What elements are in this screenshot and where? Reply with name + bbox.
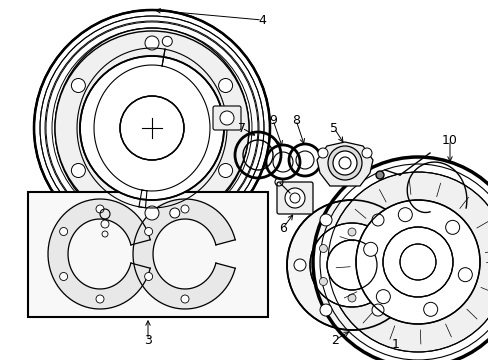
Ellipse shape <box>55 28 248 228</box>
Circle shape <box>319 278 327 285</box>
Circle shape <box>319 214 331 226</box>
Circle shape <box>181 205 189 213</box>
Circle shape <box>371 304 383 316</box>
Circle shape <box>457 268 471 282</box>
Circle shape <box>293 259 305 271</box>
Text: 4: 4 <box>258 14 265 27</box>
Circle shape <box>332 151 356 175</box>
Circle shape <box>218 163 232 177</box>
Circle shape <box>145 36 159 50</box>
Circle shape <box>397 259 409 271</box>
Circle shape <box>120 96 183 160</box>
Circle shape <box>96 295 104 303</box>
Circle shape <box>309 223 393 307</box>
Text: 2: 2 <box>330 333 338 346</box>
Circle shape <box>144 228 152 235</box>
Circle shape <box>71 78 85 93</box>
Text: 1: 1 <box>391 338 399 351</box>
Text: 8: 8 <box>291 113 299 126</box>
Circle shape <box>218 78 232 93</box>
Circle shape <box>445 220 459 234</box>
Polygon shape <box>316 142 372 186</box>
Circle shape <box>326 240 376 290</box>
Text: 7: 7 <box>238 122 245 135</box>
Text: 5: 5 <box>329 122 337 135</box>
Circle shape <box>319 244 327 252</box>
Circle shape <box>181 295 189 303</box>
Bar <box>28 192 267 317</box>
Circle shape <box>144 273 152 280</box>
Text: 3: 3 <box>144 333 152 346</box>
Circle shape <box>317 148 327 158</box>
Circle shape <box>145 206 159 220</box>
Circle shape <box>399 244 435 280</box>
Circle shape <box>319 304 331 316</box>
Circle shape <box>423 302 437 316</box>
Circle shape <box>312 157 488 360</box>
Circle shape <box>347 228 355 236</box>
Circle shape <box>60 228 67 235</box>
Polygon shape <box>133 199 235 309</box>
Circle shape <box>347 294 355 302</box>
Polygon shape <box>48 199 150 309</box>
Circle shape <box>80 56 224 200</box>
Circle shape <box>371 214 383 226</box>
Text: 9: 9 <box>268 113 276 126</box>
Circle shape <box>327 146 361 180</box>
Circle shape <box>361 148 371 158</box>
FancyBboxPatch shape <box>213 106 241 130</box>
Circle shape <box>169 208 180 218</box>
Circle shape <box>363 242 377 256</box>
Circle shape <box>60 273 67 280</box>
Circle shape <box>376 244 384 252</box>
Circle shape <box>55 31 248 225</box>
Circle shape <box>71 163 85 177</box>
Circle shape <box>286 200 416 330</box>
Circle shape <box>376 278 384 285</box>
Circle shape <box>355 200 479 324</box>
Circle shape <box>220 111 234 125</box>
Text: 10: 10 <box>441 134 457 147</box>
Circle shape <box>382 227 452 297</box>
Circle shape <box>285 188 305 208</box>
Circle shape <box>162 36 172 46</box>
Circle shape <box>376 290 389 303</box>
Circle shape <box>96 205 104 213</box>
Circle shape <box>327 172 488 352</box>
Circle shape <box>375 171 383 179</box>
Text: 6: 6 <box>279 221 286 234</box>
Circle shape <box>398 208 411 222</box>
FancyBboxPatch shape <box>276 182 312 214</box>
